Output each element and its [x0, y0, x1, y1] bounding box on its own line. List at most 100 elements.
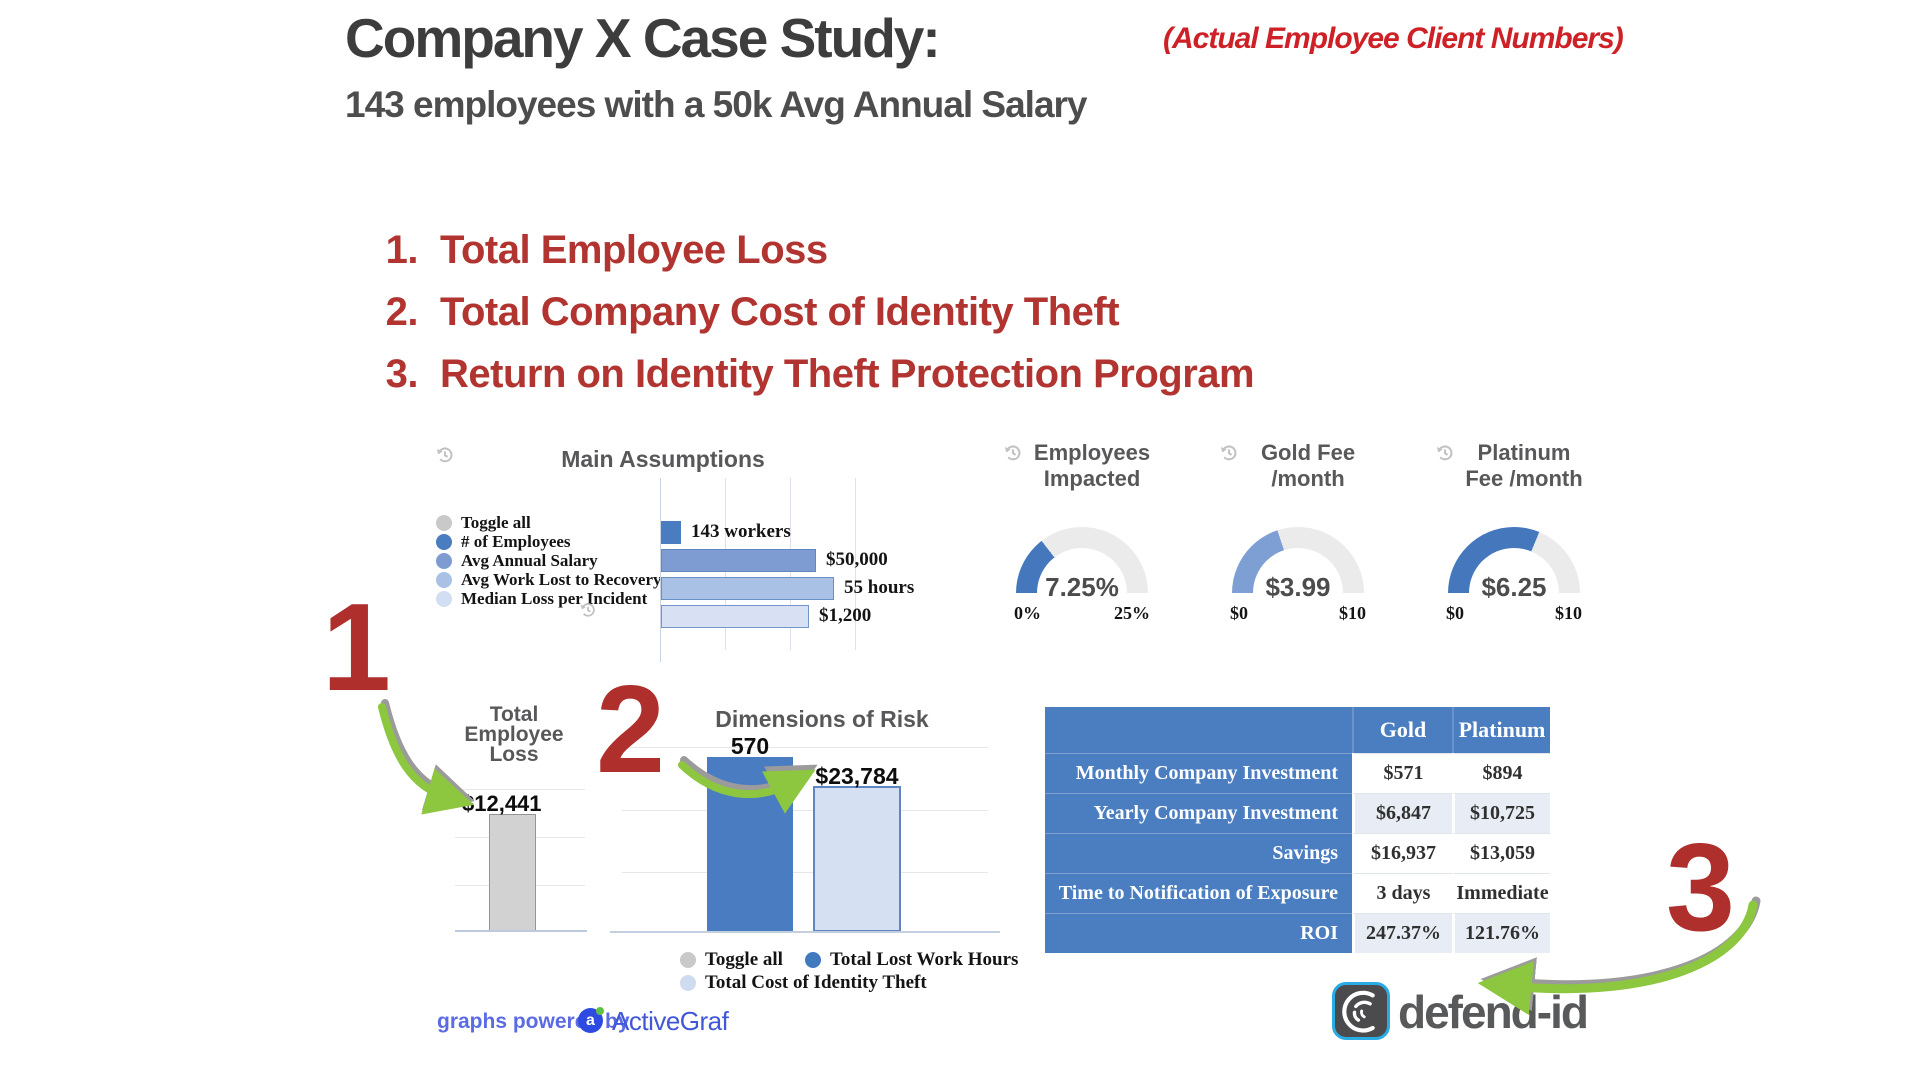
legend-dot	[436, 514, 452, 531]
legend-dot[interactable]	[804, 951, 821, 968]
gauge-min: $0	[1230, 603, 1248, 623]
tel-gridline	[455, 789, 585, 790]
callout-number-3: 3	[1666, 819, 1735, 957]
table-row-label: Yearly Company Investment	[1045, 793, 1352, 833]
ma-axis	[660, 478, 661, 662]
dor-value-23784: $23,784	[815, 763, 899, 789]
bar-num-employees[interactable]	[661, 521, 681, 544]
table-cell: Immediate	[1452, 873, 1550, 913]
legend-item-work-lost[interactable]: Avg Work Lost to Recovery	[436, 570, 662, 589]
bar-total-employee-loss[interactable]	[489, 814, 536, 931]
dor-gridline	[622, 872, 988, 873]
bar-label-workers: 143 workers	[691, 521, 791, 542]
gauge-value: 7.25%	[1045, 572, 1119, 602]
tel-value-label: $12,441	[462, 791, 542, 816]
history-reset-icon[interactable]	[1002, 442, 1024, 464]
title-annotation: (Actual Employee Client Numbers)	[1163, 22, 1624, 55]
callout-number-2: 2	[596, 661, 665, 799]
table-cell: $6,847	[1352, 793, 1452, 833]
legend-item-salary[interactable]: Avg Annual Salary	[436, 551, 662, 570]
dor-gridline	[622, 810, 988, 811]
bar-lost-work-hours[interactable]	[707, 757, 793, 932]
key-point-1: 1. Total Employee Loss	[360, 228, 1560, 280]
bar-cost-identity-theft[interactable]	[813, 786, 901, 932]
table-cell: $894	[1452, 753, 1550, 793]
bar-label-median: $1,200	[819, 605, 872, 626]
key-point-1-text: Total Employee Loss	[440, 228, 828, 272]
callout-number-1: 1	[322, 579, 391, 717]
bar-median-loss[interactable]	[661, 605, 809, 628]
table-row-label: Monthly Company Investment	[1045, 753, 1352, 793]
legend-dot	[436, 533, 452, 550]
table-cell: $10,725	[1452, 793, 1550, 833]
history-reset-icon[interactable]	[1218, 442, 1240, 464]
key-point-1-number: 1.	[385, 228, 419, 272]
table-cell: 3 days	[1352, 873, 1452, 913]
gauge-platinum-fee: Platinum Fee /month $6.25 $0 $10	[1404, 438, 1624, 638]
gauge-min: $0	[1446, 603, 1464, 623]
tel-axis	[455, 930, 587, 932]
legend-item-toggle-all[interactable]: Toggle all	[436, 513, 662, 532]
key-point-3-text: Return on Identity Theft Protection Prog…	[440, 352, 1255, 396]
table-cell: $13,059	[1452, 833, 1550, 873]
page-title: Company X Case Study:	[345, 7, 941, 69]
dor-axis	[610, 931, 1000, 933]
gauge-min: 0%	[1014, 603, 1041, 623]
table-header-gold: Gold	[1352, 707, 1452, 753]
gauge-title: Gold Fee/month	[1260, 440, 1356, 491]
table-row-label: Time to Notification of Exposure	[1045, 873, 1352, 913]
bar-avg-salary[interactable]	[661, 549, 816, 572]
gauge-employees-impacted: Employees Impacted 7.25% 0% 25%	[972, 438, 1192, 638]
table-cell: $571	[1352, 753, 1452, 793]
comparison-table: Gold Platinum Monthly Company Investment…	[1045, 707, 1550, 953]
defend-id-logo-icon	[1332, 982, 1390, 1040]
legend-cost-identity-theft[interactable]: Total Cost of Identity Theft	[705, 971, 927, 993]
table-cell: $16,937	[1352, 833, 1452, 873]
legend-dot	[436, 552, 452, 569]
total-employee-loss-title: Total Employee Loss	[464, 703, 564, 766]
dor-legend: Toggle all Total Lost Work Hours Total C…	[680, 948, 1018, 994]
table-header-platinum: Platinum	[1452, 707, 1550, 753]
legend-dot[interactable]	[680, 974, 696, 991]
gauge-title: Employees Impacted	[1033, 440, 1151, 491]
page-subtitle: 143 employees with a 50k Avg Annual Sala…	[345, 84, 1088, 125]
table-cell: 247.37%	[1352, 913, 1452, 953]
defend-id-logo-text: defend-id	[1398, 986, 1589, 1038]
legend-lost-work-hours[interactable]: Total Lost Work Hours	[829, 948, 1019, 970]
history-reset-icon[interactable]	[578, 600, 598, 620]
history-reset-icon[interactable]	[434, 444, 456, 466]
main-assumptions-title: Main Assumptions	[561, 446, 765, 472]
history-reset-icon[interactable]	[1434, 442, 1456, 464]
arrow-1	[378, 699, 475, 815]
gauge-gold-fee: Gold Fee/month $3.99 $0 $10	[1188, 438, 1408, 638]
bar-work-lost[interactable]	[661, 577, 834, 600]
key-point-2-number: 2.	[385, 290, 419, 334]
table-row-label: Savings	[1045, 833, 1352, 873]
bar-label-salary: $50,000	[826, 549, 888, 570]
legend-dot	[436, 571, 452, 588]
key-point-3: 3. Return on Identity Theft Protection P…	[360, 352, 1560, 404]
gauge-max: $10	[1555, 603, 1582, 623]
dor-gridline	[622, 747, 988, 748]
gauge-value: $6.25	[1481, 572, 1547, 602]
legend-item-median-loss[interactable]: Median Loss per Incident	[436, 589, 662, 608]
gauge-max: $10	[1339, 603, 1366, 623]
gauge-value: $3.99	[1265, 572, 1331, 602]
table-cell: 121.76%	[1452, 913, 1550, 953]
dimensions-of-risk-title: Dimensions of Risk	[715, 706, 929, 732]
legend-toggle-all[interactable]: Toggle all	[705, 948, 783, 970]
legend-dot[interactable]	[680, 951, 696, 968]
key-point-3-number: 3.	[385, 352, 419, 396]
gauge-max: 25%	[1114, 603, 1150, 623]
gauge-title: Platinum Fee /month	[1465, 440, 1583, 491]
main-assumptions-legend: Toggle all # of Employees Avg Annual Sal…	[436, 513, 662, 608]
bar-label-hours: 55 hours	[844, 577, 915, 598]
key-point-2-text: Total Company Cost of Identity Theft	[440, 290, 1120, 334]
activegraf-brand-text[interactable]: ActiveGraf	[612, 1006, 729, 1036]
key-point-2: 2. Total Company Cost of Identity Theft	[360, 290, 1560, 342]
table-row-label: ROI	[1045, 913, 1352, 953]
legend-dot	[436, 590, 452, 607]
activegraf-logo-dot	[596, 1007, 604, 1015]
legend-item-employees[interactable]: # of Employees	[436, 532, 662, 551]
